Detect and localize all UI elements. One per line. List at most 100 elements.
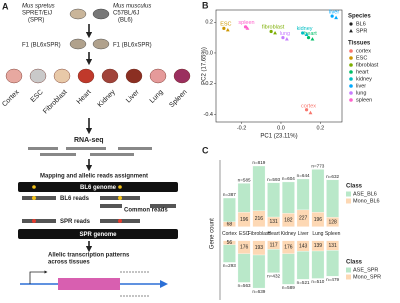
legend-label: lung [356, 90, 366, 96]
track-label: Common reads [124, 208, 168, 214]
tissue-icon [77, 68, 95, 84]
legend-label: spleen [356, 97, 372, 103]
x-tick-label: Liver [298, 231, 309, 237]
bar [223, 197, 236, 222]
bar [252, 165, 266, 211]
legend-label: Mono_SPR [353, 274, 381, 280]
value-label: 176 [240, 245, 249, 251]
total-label: n=293 [223, 263, 236, 268]
point [334, 15, 338, 20]
legend-label: BL6 [356, 21, 366, 27]
parent-strain: C57BL/6J [113, 11, 139, 17]
panel-label: A [2, 1, 9, 11]
x-tick-label: ESC [239, 231, 250, 237]
x-tick-label: 0.2 [317, 125, 325, 131]
value-label: 143 [299, 243, 308, 249]
point [281, 36, 285, 40]
value-label: 117 [270, 242, 278, 248]
tissue-icon [173, 68, 191, 84]
parent-species: Mus spretus [22, 4, 55, 10]
legend-label: cortex [356, 48, 371, 54]
point [222, 26, 226, 31]
tissue-icon [53, 68, 71, 84]
point-label: lung [280, 31, 290, 37]
legend-marker [349, 29, 353, 33]
point [306, 36, 311, 40]
tissue-icon [125, 68, 143, 84]
value-label: 227 [299, 216, 308, 222]
tissue-label: Lung [149, 89, 165, 105]
total-label: n=604 [282, 176, 295, 181]
legend-marker [349, 49, 353, 53]
tissue-label: Liver [125, 88, 141, 104]
track-label: BL6 reads [60, 196, 90, 202]
value-label: 196 [240, 217, 249, 223]
legend-label: ASE_SPR [353, 267, 378, 273]
bar [252, 254, 266, 289]
point [304, 108, 309, 112]
y-axis-label: PC2 (17.65%) [202, 47, 208, 85]
reads [22, 185, 176, 236]
tissue-label: Kidney [97, 88, 117, 108]
point [301, 31, 305, 35]
x-tick-label: Heart [268, 231, 281, 237]
legend-label: heart [356, 69, 369, 75]
legend-swatch [346, 191, 351, 197]
legend-marker [349, 77, 353, 81]
y-tick-label: 0.0 [205, 50, 213, 56]
legend-label: SPR [356, 28, 367, 34]
bar [326, 250, 339, 277]
bar [237, 183, 251, 213]
total-label: n=773 [311, 164, 324, 169]
panel-a: A Mus spretus SPRET/EiJ (SPR) Mus muscul… [1, 1, 191, 297]
point [308, 110, 313, 115]
legend-title: Class [346, 184, 363, 190]
point-label: ESC [220, 22, 231, 28]
step-label: Mapping and allelic reads assignment [40, 174, 148, 180]
point [310, 37, 315, 41]
step-label: RNA-seq [74, 137, 104, 144]
y-tick-label: -0.4 [204, 112, 213, 118]
track-label: SPR reads [60, 219, 91, 225]
legend-marker [349, 56, 353, 60]
total-label: n=510 [311, 279, 324, 284]
total-label: n=521 [297, 280, 310, 285]
parent-abbr: (BL6) [118, 18, 133, 24]
tissue-label: Heart [76, 89, 93, 106]
point-label: spleen [238, 20, 254, 26]
x-axis-label: PC1 (23.11%) [260, 134, 297, 140]
legend-marker [349, 84, 353, 88]
point-label: heart [304, 31, 317, 37]
bar [237, 253, 251, 283]
total-label: n=593 [267, 177, 280, 182]
total-label: n=585 [238, 178, 251, 183]
y-axis-label: Gene count [210, 218, 216, 249]
value-label: 139 [314, 243, 323, 249]
step-label: across tissues [48, 260, 90, 266]
tissue-label: Spleen [168, 89, 188, 109]
panel-b: B -0.2 0.0 0.2 0.2 0.0 -0.2 -0.4 PC1 (23.11%) PC… [202, 0, 379, 139]
value-label: 131 [328, 243, 337, 249]
point [273, 31, 277, 35]
value-label: 56 [227, 240, 233, 246]
plot-frame [215, 9, 343, 123]
legend-label: kidney [356, 76, 372, 82]
point [304, 32, 309, 36]
legend-title: Class [346, 260, 363, 266]
tissue-label: Fibroblast [42, 89, 69, 116]
value-label: 68 [227, 222, 233, 228]
x-tick-label: Kidney [281, 231, 297, 237]
mouse-icon [69, 8, 87, 20]
bar [223, 244, 236, 263]
x-tick-label: Cortex [222, 231, 237, 237]
x-tick-label: Spleen [325, 231, 341, 237]
legend-label: fibroblast [356, 62, 379, 68]
x-tick-label: 0.0 [277, 125, 285, 131]
y-tick-label: -0.2 [204, 81, 213, 87]
panel-label: C [202, 145, 209, 155]
bar [311, 250, 325, 279]
x-tick-label: Fibroblast [248, 231, 271, 237]
track-label: BL6 genome [80, 185, 117, 191]
total-label: n=479 [326, 277, 339, 282]
